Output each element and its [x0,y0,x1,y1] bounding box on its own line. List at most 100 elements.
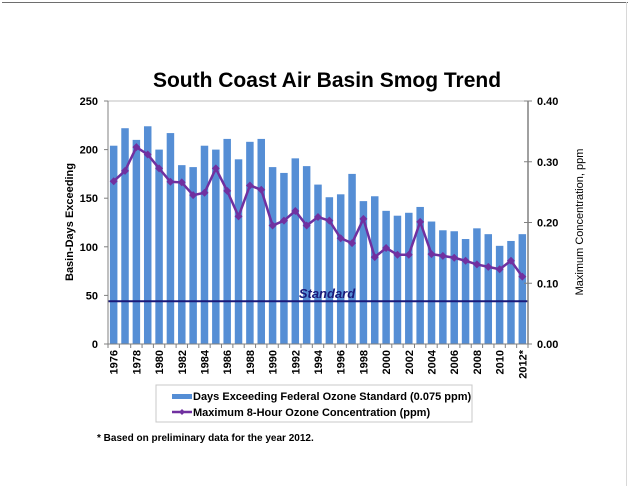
marker-1996 [336,234,345,243]
marker-2001 [393,250,402,259]
marker-1999 [370,253,379,262]
bar-1992 [291,158,300,344]
bar-2009 [484,234,493,344]
legend-bar-label: Days Exceeding Federal Ozone Standard (0… [193,391,471,403]
y-tick-label: 150 [80,193,98,205]
x-tick-label: 1980 [154,350,166,374]
bar-2005 [439,230,447,344]
bar-1991 [280,172,288,344]
marker-2005 [438,251,447,260]
x-tick-label: 1982 [177,350,189,374]
marker-1981 [166,177,175,186]
chart-title: South Coast Air Basin Smog Trend [153,69,501,92]
x-tick-label: 1976 [109,350,121,374]
x-tick-label: 1984 [199,349,211,374]
bar-2003 [416,206,424,344]
bar-1986 [223,138,231,344]
marker-1995 [325,216,334,225]
bar-1985 [212,149,220,344]
y2-tick-label: 0.00 [537,339,558,351]
bar-1982 [178,165,186,344]
y-tick-label: 0 [92,339,98,351]
marker-2003 [416,217,425,226]
bar-1978 [132,139,141,344]
bar-2010 [495,245,504,344]
x-tick-label: 2000 [381,350,393,374]
bar-1977 [121,128,129,344]
marker-2002 [404,250,413,259]
x-tick-label: 1998 [358,350,370,374]
y2-tick-label: 0.10 [537,278,558,290]
x-tick-label: 1994 [313,349,325,374]
x-tick-label: 2010 [495,350,507,374]
x-tick-label: 1988 [245,350,257,374]
marker-2008 [472,260,481,269]
frame-right-border [626,2,627,486]
x-tick-label: 1986 [222,350,234,374]
bar-series [109,126,527,345]
marker-1980 [155,164,164,173]
marker-2007 [461,256,470,265]
x-tick-label: 1992 [290,350,302,374]
marker-1984 [200,188,209,197]
bar-2011 [507,240,515,344]
y-axis-label: Basin-Days Exceeding [64,163,76,281]
bar-1993 [302,166,311,344]
bar-1995 [325,197,334,344]
x-tick-label: 2008 [472,350,484,374]
y-tick-label: 100 [80,242,98,254]
bar-2012* [518,234,527,344]
x-tick-label: 1996 [336,350,348,374]
bar-1998 [359,201,368,344]
bar-1997 [348,173,356,344]
legend: Days Exceeding Federal Ozone Standard (0… [155,384,473,423]
bar-1987 [234,159,243,344]
bar-2008 [473,228,481,344]
marker-2000 [382,244,391,253]
standard-line-group: Standard [108,286,528,303]
bar-1996 [336,194,345,344]
bar-1994 [314,184,322,344]
legend-line-marker [179,409,185,415]
marker-2009 [484,262,493,271]
marker-2011 [506,256,515,265]
line-series [109,143,527,281]
bar-2006 [450,231,458,344]
frame-top-border [2,2,628,3]
marker-1989 [257,185,266,194]
right-axis-ticks: 0.00 0.10 0.20 0.30 0.40 [524,96,558,351]
marker-1992 [291,206,300,215]
footnote: * Based on preliminary data for the year… [97,433,314,444]
x-tick-label: 2012* [517,349,529,378]
bar-1976 [109,145,118,344]
bar-1979 [143,126,152,345]
x-tick-label: 2002 [404,350,416,374]
bar-2004 [427,221,436,344]
x-axis-ticks: 1976 1978 1980 1982 1984 1986 1988 1990 1992 1994… [107,344,529,379]
bar-1999 [371,196,379,344]
x-tick-label: 1990 [268,350,280,374]
y2-axis-label: Maximum Concentration, ppm [574,149,586,296]
marker-1976 [109,177,118,186]
y2-tick-label: 0.30 [537,157,558,169]
legend-line-label: Maximum 8-Hour Ozone Concentration (ppm) [193,407,430,419]
y-tick-label: 250 [80,96,98,108]
marker-1997 [348,239,357,248]
marker-2012* [518,272,527,281]
x-tick-label: 2006 [449,350,461,374]
bar-2000 [382,210,390,344]
marker-1998 [359,214,368,223]
marker-1994 [314,213,322,222]
marker-1977 [121,166,130,175]
y2-tick-label: 0.40 [537,96,558,108]
x-tick-label: 1978 [131,350,143,374]
bar-1984 [200,145,209,344]
marker-1978 [132,143,141,152]
marker-1982 [177,178,186,187]
x-tick-label: 2004 [427,349,439,374]
marker-1987 [234,212,243,221]
marker-2004 [427,250,436,259]
legend-bar-swatch [172,394,192,399]
marker-2010 [495,265,504,274]
bar-1980 [155,149,163,344]
